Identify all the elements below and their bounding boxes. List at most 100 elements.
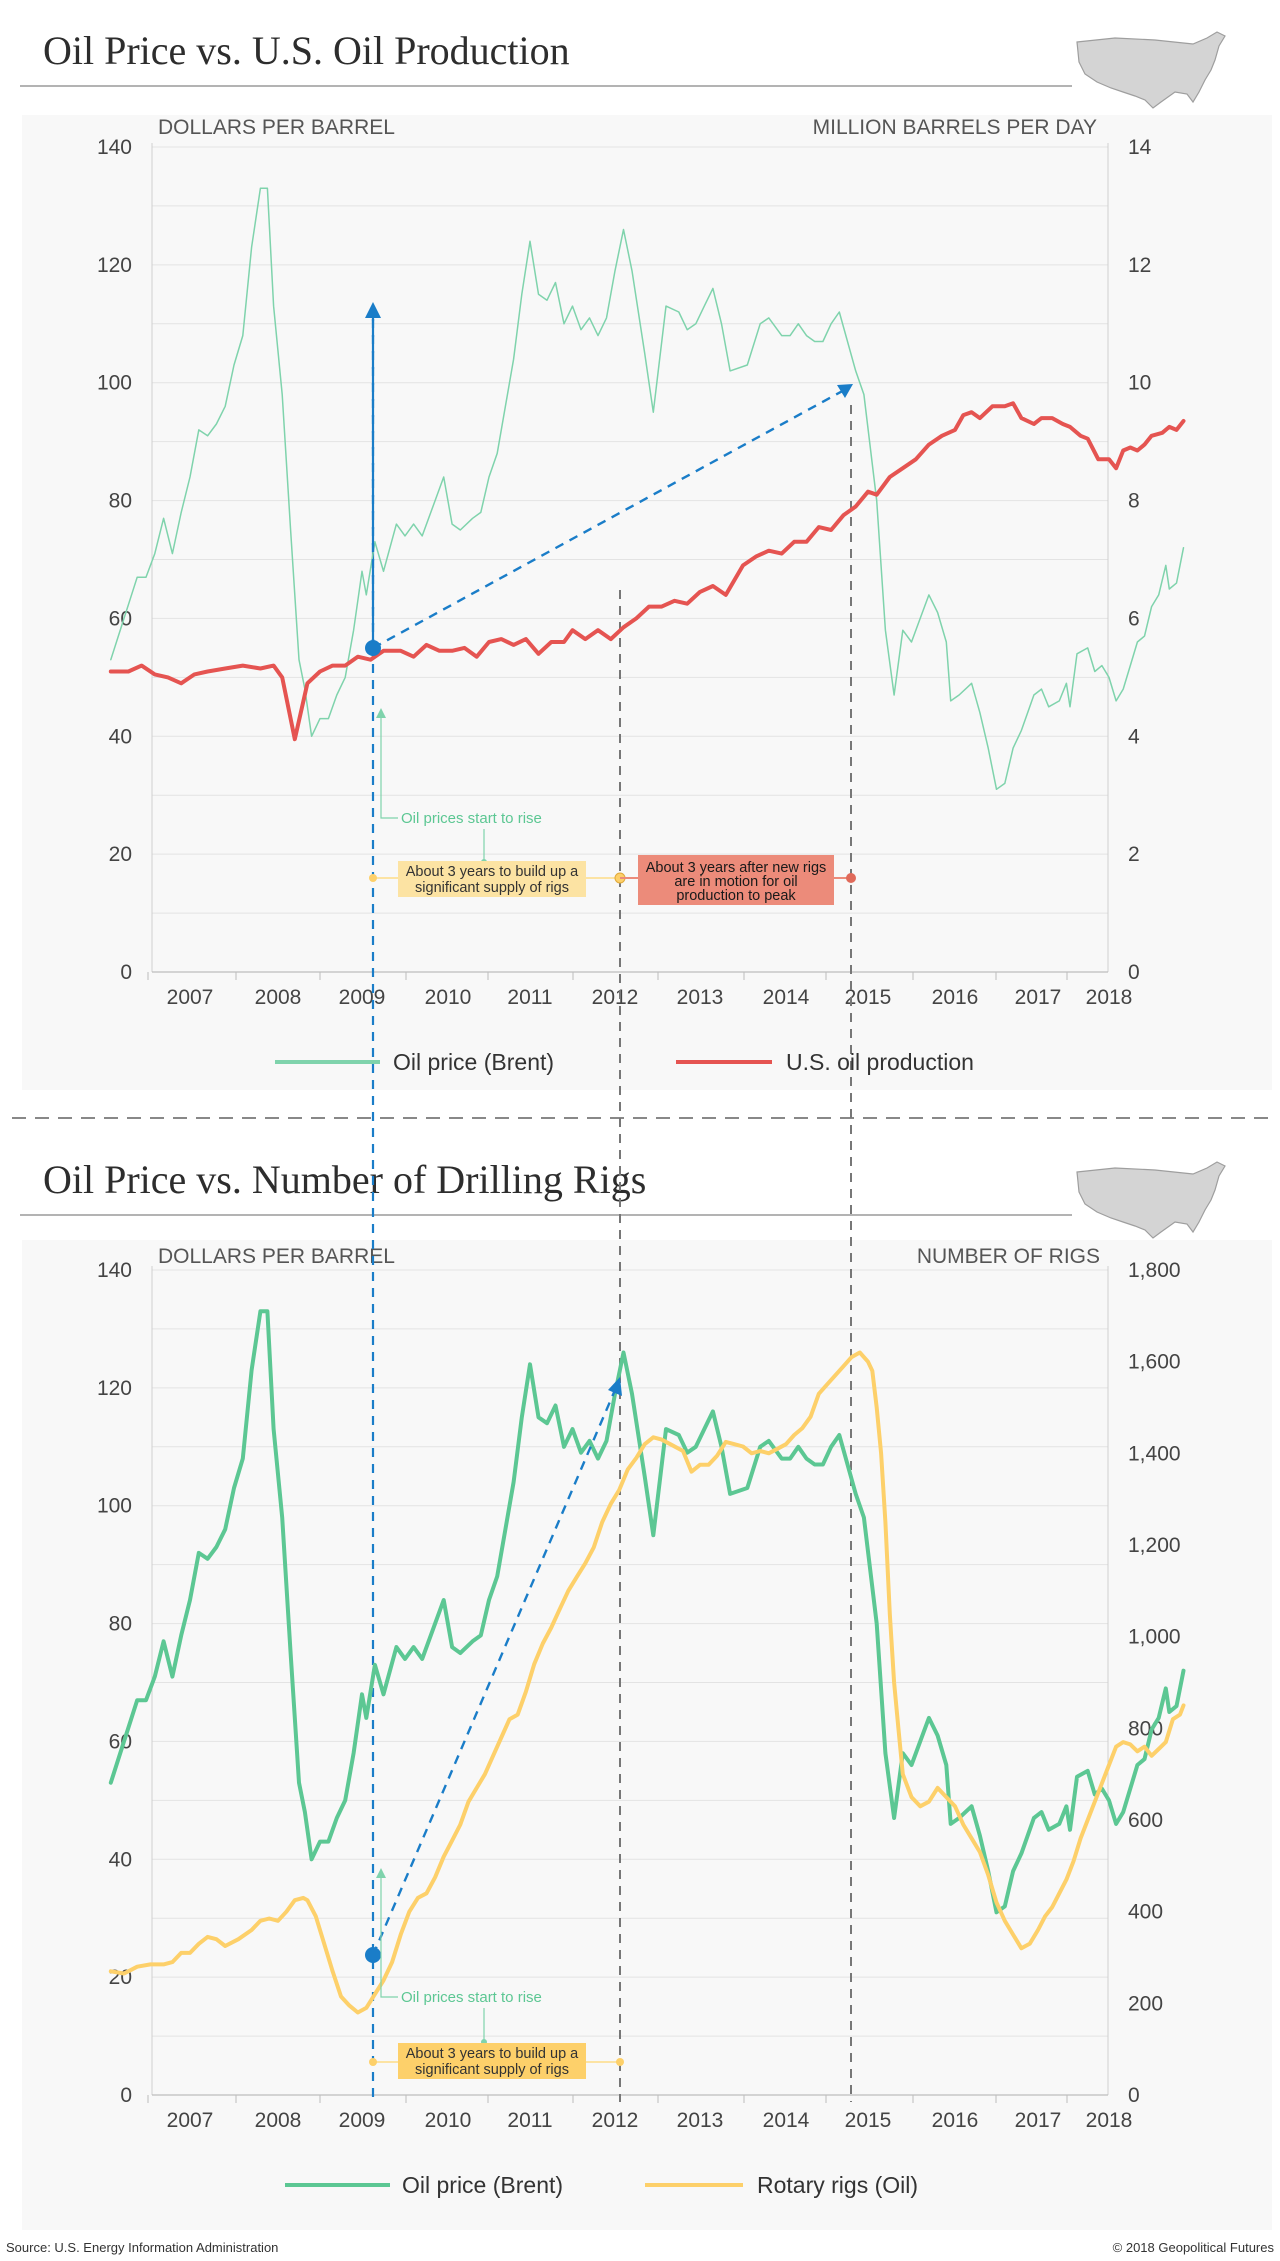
x-tick-label: 2013 (677, 986, 724, 1009)
rise-label-leader (380, 1872, 398, 1998)
series-line-oil-price-brent (110, 187, 1185, 791)
annotation-box-left-line-2: significant supply of rigs (415, 880, 569, 896)
trend-arrow-head (608, 1377, 622, 1396)
annotation-box-right-line-1: About 3 years after new rigs (646, 860, 827, 876)
y-tick-left: 100 (97, 1495, 132, 1518)
chart-2-title: Oil Price vs. Number of Drilling Rigs (43, 1157, 646, 1202)
chart-2-series (108, 1309, 1186, 2015)
y-tick-right: 0 (1128, 961, 1140, 984)
rise-label-leader (380, 712, 398, 819)
span-dot (616, 2058, 624, 2066)
x-tick-label: 2018 (1086, 986, 1133, 1009)
rise-label-arrow-icon (376, 1868, 386, 1878)
legend-label-rigs: Rotary rigs (Oil) (757, 2172, 918, 2198)
trend-arrow-head (837, 384, 853, 398)
annotation-box-right-line-2: are in motion for oil (674, 874, 797, 890)
annotation-box-left-line-1: About 3 years to build up a (406, 864, 579, 880)
y-tick-left: 140 (97, 136, 132, 159)
annotation-box-left (398, 2043, 586, 2079)
chart-1-title: Oil Price vs. U.S. Oil Production (43, 28, 570, 73)
y-tick-right: 400 (1128, 1901, 1163, 1924)
start-point-marker (365, 1947, 381, 1963)
us-map-icon (1076, 1161, 1226, 1239)
y-tick-right: 10 (1128, 372, 1151, 395)
annotation-box-right-line-3: production to peak (676, 888, 796, 904)
y-tick-right: 200 (1128, 1992, 1163, 2015)
y-tick-left: 80 (109, 1613, 132, 1636)
annotation-box-left (398, 861, 586, 897)
chart-1-left-axis-title: DOLLARS PER BARREL (158, 116, 395, 139)
y-tick-left: 100 (97, 372, 132, 395)
y-tick-right: 12 (1128, 254, 1151, 277)
x-tick-label: 2008 (255, 2109, 302, 2132)
x-tick-label: 2012 (592, 986, 639, 1009)
series-line-u-s-oil-production (108, 401, 1186, 742)
rise-label: Oil prices start to rise (401, 1989, 542, 2006)
y-tick-right: 1,200 (1128, 1534, 1181, 1557)
y-tick-left: 80 (109, 490, 132, 513)
trend-arrow-production (372, 386, 849, 650)
legend-label-oil-price: Oil price (Brent) (402, 2172, 563, 2198)
chart-2-gridlines: 02040608010012014002004006008001,0001,20… (97, 1259, 1181, 2132)
y-tick-right: 0 (1128, 2084, 1140, 2107)
series-line-rotary-rigs-oil (108, 1350, 1186, 2015)
chart-2-right-axis-title: NUMBER OF RIGS (917, 1245, 1100, 1268)
x-tick-label: 2009 (339, 986, 386, 1009)
y-tick-left: 40 (109, 1848, 132, 1871)
x-tick-label: 2012 (592, 2109, 639, 2132)
chart-1-right-axis-title: MILLION BARRELS PER DAY (813, 116, 1097, 139)
x-tick-label: 2007 (167, 986, 214, 1009)
y-tick-left: 140 (97, 1259, 132, 1282)
x-tick-label: 2010 (425, 2109, 472, 2132)
y-tick-left: 20 (109, 843, 132, 866)
x-tick-label: 2010 (425, 986, 472, 1009)
x-tick-label: 2016 (932, 986, 979, 1009)
y-tick-left: 120 (97, 1377, 132, 1400)
chart-2-left-axis-title: DOLLARS PER BARREL (158, 1245, 395, 1268)
y-tick-left: 40 (109, 725, 132, 748)
x-tick-label: 2014 (763, 2109, 810, 2132)
source-note: Source: U.S. Energy Information Administ… (6, 2240, 278, 2255)
rise-arrow-head (365, 302, 381, 318)
copyright: © 2018 Geopolitical Futures (1113, 2240, 1275, 2255)
rise-label-arrow-icon (376, 708, 386, 718)
x-tick-label: 2017 (1015, 2109, 1062, 2132)
annotation-box-left-line-2: significant supply of rigs (415, 2062, 569, 2078)
y-tick-right: 600 (1128, 1809, 1163, 1832)
span-dot (369, 2058, 377, 2066)
chart-1-series (108, 187, 1186, 791)
x-tick-label: 2014 (763, 986, 810, 1009)
x-tick-label: 2015 (845, 2109, 892, 2132)
y-tick-right: 4 (1128, 725, 1140, 748)
y-tick-right: 1,000 (1128, 1626, 1181, 1649)
x-tick-label: 2016 (932, 2109, 979, 2132)
span-dot (369, 874, 377, 882)
y-tick-right: 1,600 (1128, 1351, 1181, 1374)
chart-1-gridlines: 0 20 40 60 80 100 120 140 0 2 4 6 8 10 12 14 2007 2008 200… (97, 136, 1152, 1009)
x-tick-label: 2011 (507, 986, 552, 1009)
x-tick-label: 2011 (507, 2109, 552, 2132)
x-tick-label: 2015 (845, 986, 892, 1009)
y-tick-left: 0 (120, 961, 132, 984)
y-tick-left: 0 (120, 2084, 132, 2107)
trend-arrow-rigs (371, 1389, 617, 1956)
series-line-oil-price-brent (108, 1309, 1186, 1915)
y-tick-right: 1,400 (1128, 1442, 1181, 1465)
x-tick-label: 2009 (339, 2109, 386, 2132)
panel-background-top (22, 115, 1272, 1090)
span-dot (846, 873, 856, 883)
annotation-box-right (638, 855, 834, 905)
start-point-marker (365, 640, 381, 656)
rise-label: Oil prices start to rise (401, 810, 542, 827)
legend-label-production: U.S. oil production (786, 1049, 974, 1075)
y-tick-right: 8 (1128, 490, 1140, 513)
annotation-box-left-line-1: About 3 years to build up a (406, 2046, 579, 2062)
y-tick-right: 2 (1128, 843, 1140, 866)
y-tick-right: 6 (1128, 607, 1140, 630)
y-tick-right: 1,800 (1128, 1259, 1181, 1282)
us-map-icon (1076, 31, 1226, 109)
x-tick-label: 2007 (167, 2109, 214, 2132)
y-tick-left: 120 (97, 254, 132, 277)
